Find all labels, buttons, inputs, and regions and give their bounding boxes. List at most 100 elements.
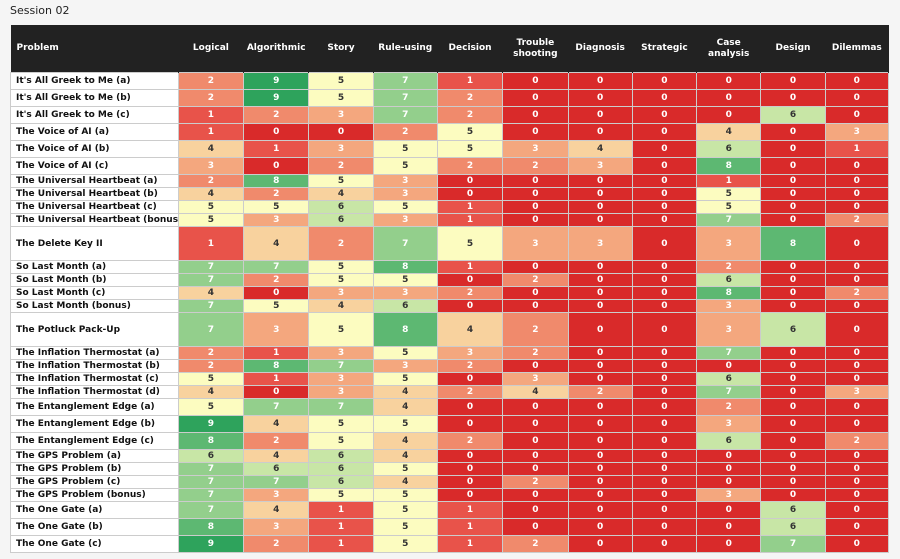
- score-cell: 0: [824, 89, 890, 107]
- score-cell: 0: [502, 432, 569, 450]
- score-cell: 0: [631, 174, 698, 188]
- score-cell: 3: [372, 359, 438, 373]
- score-cell: 5: [308, 432, 374, 450]
- score-cell: 0: [502, 398, 569, 416]
- score-cell: 2: [177, 174, 245, 188]
- table-row: The One Gate (a) 7 4 1 5 1 0 0 0 0 6 0: [10, 501, 890, 519]
- score-cell: 0: [502, 72, 569, 90]
- score-cell: 3: [824, 123, 890, 141]
- score-cell: 3: [243, 518, 310, 536]
- score-cell: 0: [824, 475, 890, 489]
- problem-name: It's All Greek to Me (c): [10, 106, 179, 124]
- score-cell: 2: [243, 187, 310, 201]
- score-cell: 0: [631, 72, 698, 90]
- score-cell: 7: [308, 398, 374, 416]
- score-cell: 2: [308, 226, 374, 261]
- column-header-logical: Logical: [178, 25, 245, 73]
- score-cell: 5: [372, 273, 438, 287]
- score-cell: 0: [631, 535, 698, 553]
- score-cell: 2: [502, 273, 569, 287]
- score-cell: 0: [502, 187, 569, 201]
- score-cell: 0: [631, 432, 698, 450]
- score-cell: 9: [243, 89, 310, 107]
- score-cell: 5: [696, 200, 762, 214]
- problem-name: The Delete Key II: [10, 226, 179, 261]
- score-cell: 1: [436, 72, 504, 90]
- score-cell: 0: [631, 415, 698, 433]
- score-cell: 7: [243, 475, 310, 489]
- score-cell: 0: [502, 359, 569, 373]
- score-cell: 0: [567, 273, 633, 287]
- score-cell: 2: [436, 106, 504, 124]
- score-cell: 0: [824, 106, 890, 124]
- score-cell: 0: [436, 174, 504, 188]
- score-cell: 3: [696, 488, 762, 502]
- column-header-design: Design: [760, 25, 826, 73]
- score-cell: 4: [177, 187, 245, 201]
- column-header-problem: Problem: [10, 25, 179, 73]
- score-cell: 4: [436, 312, 504, 347]
- score-cell: 0: [760, 123, 826, 141]
- score-cell: 0: [567, 200, 633, 214]
- score-cell: 0: [436, 273, 504, 287]
- score-cell: 5: [177, 372, 245, 386]
- score-cell: 5: [372, 462, 438, 476]
- score-cell: 0: [760, 286, 826, 300]
- score-cell: 0: [502, 488, 569, 502]
- score-cell: 0: [567, 475, 633, 489]
- table-row: The Inflation Thermostat (d) 4 0 3 4 2 4 2 0 7 0 3: [10, 385, 890, 399]
- score-cell: 7: [372, 106, 438, 124]
- score-cell: 2: [696, 260, 762, 274]
- score-cell: 0: [631, 213, 698, 227]
- score-cell: 2: [502, 312, 569, 347]
- score-cell: 0: [760, 174, 826, 188]
- table-row: The Voice of AI (b) 4 1 3 5 5 3 4 0 6 0 1: [10, 140, 890, 158]
- score-cell: 2: [824, 213, 890, 227]
- table-row: The Universal Heartbeat (c) 5 5 6 5 1 0 0 0 5 0 0: [10, 200, 890, 214]
- problem-name: The Potluck Pack-Up: [10, 312, 179, 347]
- score-cell: 0: [760, 273, 826, 287]
- score-cell: 0: [502, 449, 569, 463]
- problem-name: The Entanglement Edge (a): [10, 398, 179, 416]
- score-cell: 2: [436, 432, 504, 450]
- table-row: The Inflation Thermostat (c) 5 1 3 5 0 3 0 0 6 0 0: [10, 372, 890, 386]
- score-cell: 0: [760, 462, 826, 476]
- score-cell: 0: [567, 299, 633, 313]
- table-row: The Entanglement Edge (b) 9 4 5 5 0 0 0 0 3 0 0: [10, 415, 890, 433]
- table-row: The GPS Problem (c) 7 7 6 4 0 2 0 0 0 0 0: [10, 475, 890, 489]
- score-cell: 2: [308, 157, 374, 175]
- score-cell: 0: [502, 260, 569, 274]
- score-cell: 0: [567, 72, 633, 90]
- score-cell: 0: [502, 174, 569, 188]
- score-cell: 0: [824, 359, 890, 373]
- score-cell: 3: [372, 286, 438, 300]
- score-cell: 0: [631, 312, 698, 347]
- score-cell: 2: [696, 398, 762, 416]
- score-cell: 1: [436, 535, 504, 553]
- table-row: The GPS Problem (b) 7 6 6 5 0 0 0 0 0 0 0: [10, 462, 890, 476]
- score-cell: 0: [631, 260, 698, 274]
- score-cell: 0: [824, 312, 890, 347]
- score-cell: 3: [243, 213, 310, 227]
- score-cell: 4: [177, 385, 245, 399]
- problem-name: So Last Month (a): [10, 260, 179, 274]
- table-row: The Universal Heartbeat (b) 4 2 4 3 0 0 0 0 5 0 0: [10, 187, 890, 201]
- score-cell: 0: [631, 372, 698, 386]
- score-cell: 0: [824, 518, 890, 536]
- score-cell: 0: [824, 398, 890, 416]
- score-cell: 0: [824, 372, 890, 386]
- score-cell: 7: [760, 535, 826, 553]
- score-cell: 0: [567, 415, 633, 433]
- score-cell: 0: [631, 518, 698, 536]
- score-cell: 8: [177, 518, 245, 536]
- score-cell: 5: [436, 226, 504, 261]
- table-row: The Inflation Thermostat (a) 2 1 3 5 3 2 0 0 7 0 0: [10, 346, 890, 360]
- problem-name: It's All Greek to Me (a): [10, 72, 179, 90]
- score-cell: 8: [760, 226, 826, 261]
- score-cell: 7: [243, 398, 310, 416]
- score-cell: 0: [631, 501, 698, 519]
- score-cell: 0: [760, 157, 826, 175]
- table-row: The Inflation Thermostat (b) 2 8 7 3 2 0 0 0 0 0 0: [10, 359, 890, 373]
- score-cell: 0: [824, 449, 890, 463]
- score-cell: 5: [308, 72, 374, 90]
